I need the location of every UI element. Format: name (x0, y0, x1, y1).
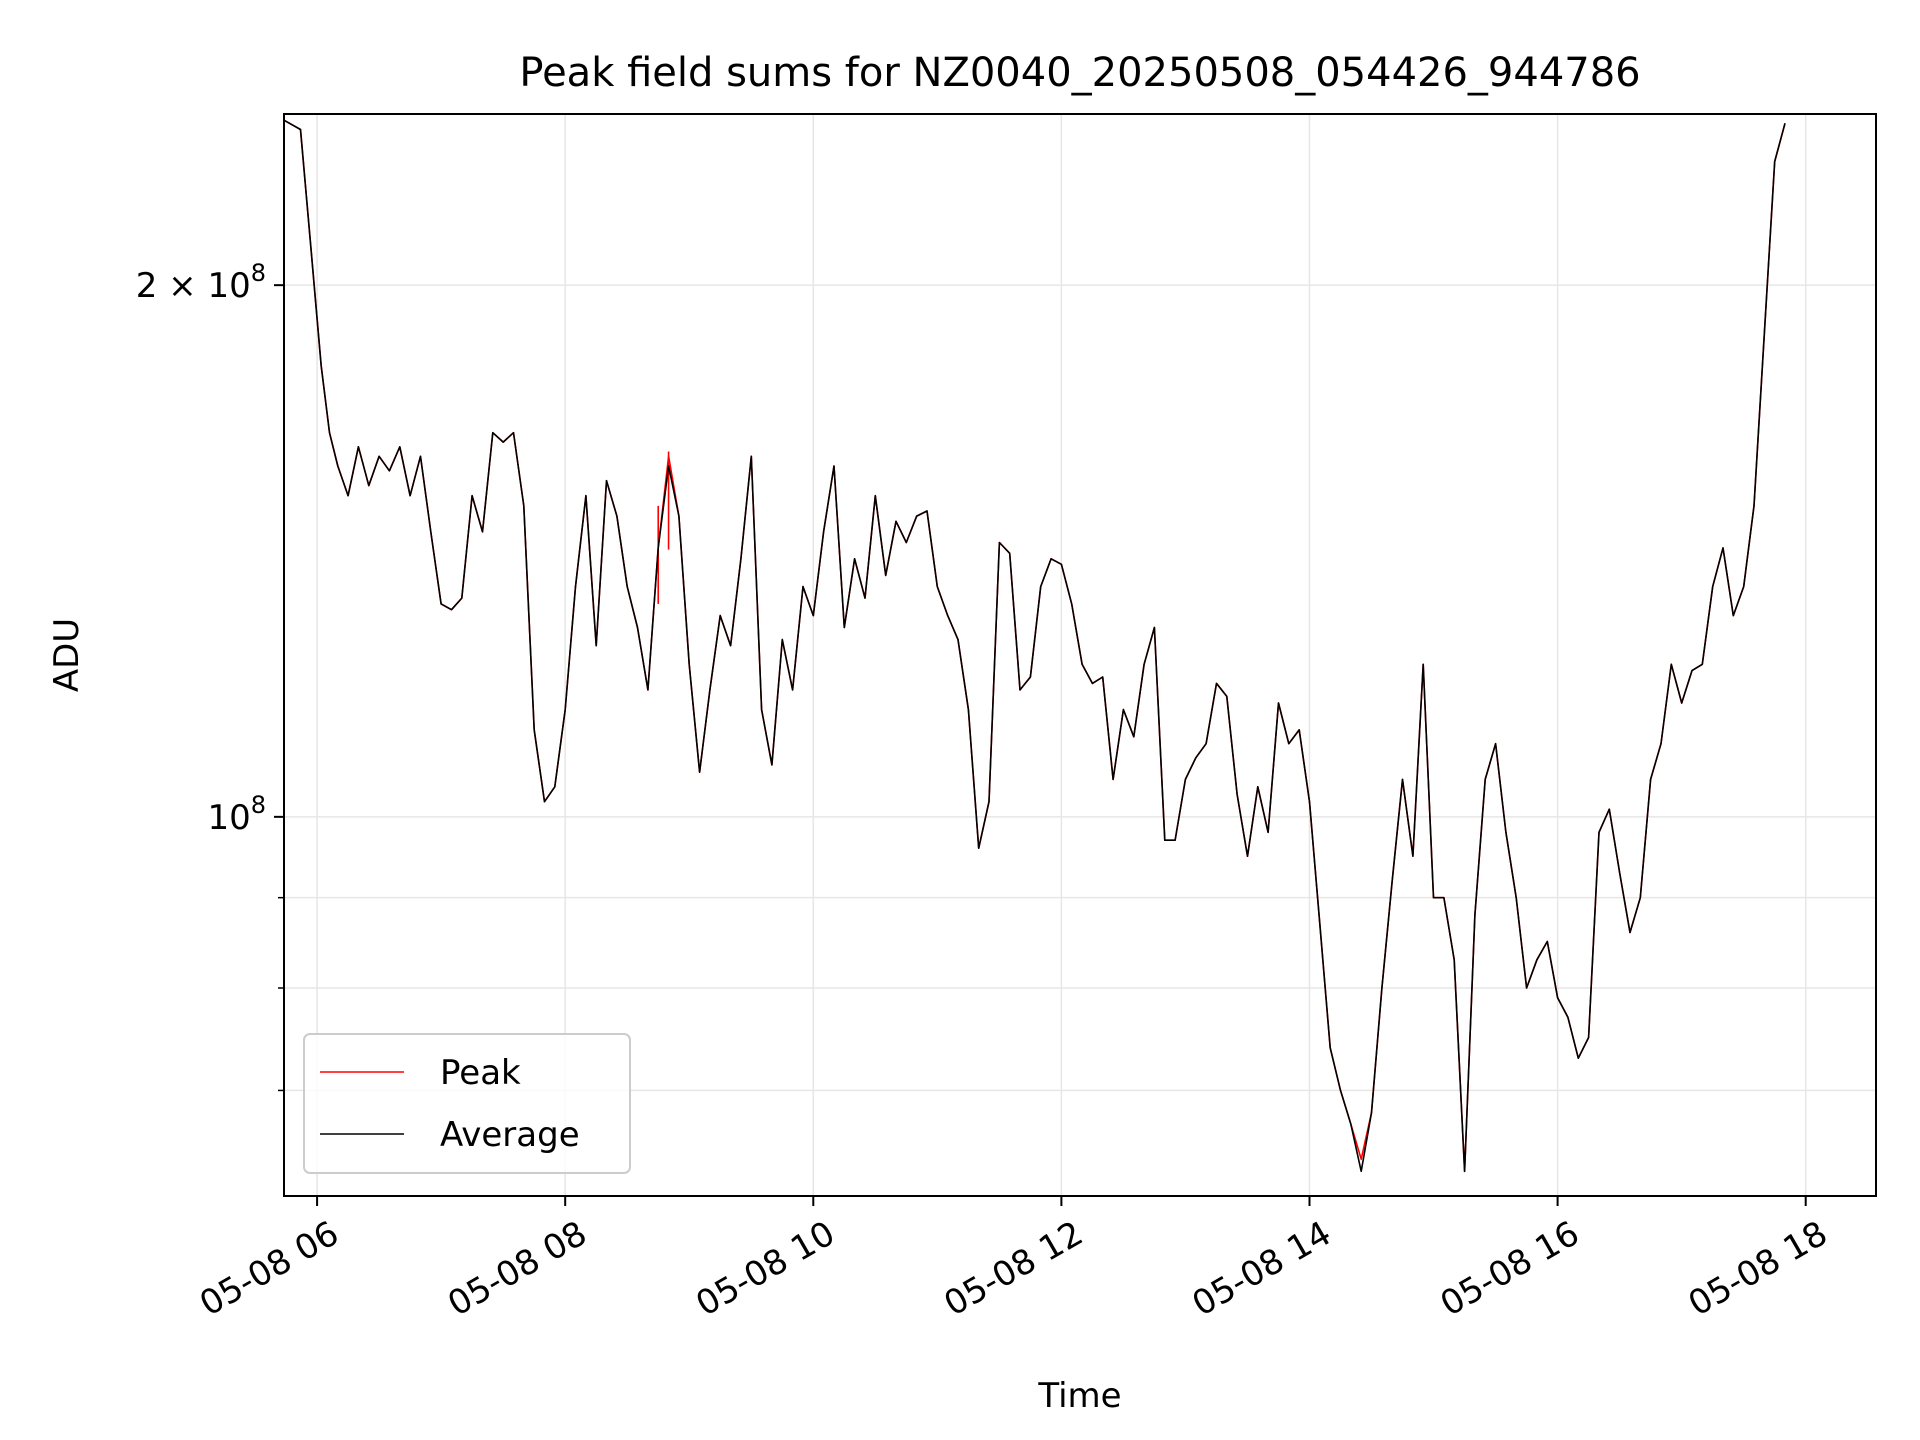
plot-series (284, 119, 1786, 1173)
y-axis-label: ADU (47, 618, 87, 692)
x-axis-label: Time (1037, 1376, 1121, 1416)
legend-box (303, 1033, 631, 1174)
y-tick-label-exponent: 8 (251, 791, 266, 819)
plot-frame (283, 113, 1877, 1197)
y-tick-label-base: 10 (207, 798, 250, 838)
y-tick-label-base: 2 × 10 (136, 266, 251, 306)
series-line-average (284, 119, 1786, 1173)
chart-title: Peak field sums for NZ0040_20250508_0544… (519, 50, 1640, 96)
grid (284, 114, 1876, 1196)
y-tick-label: 108 (207, 791, 266, 838)
y-tick-label: 2 × 108 (136, 259, 266, 306)
legend: Peak Average (303, 1033, 631, 1174)
y-tick-label-exponent: 8 (251, 259, 266, 287)
legend-label-average: Average (440, 1115, 580, 1155)
legend-label-peak: Peak (440, 1053, 521, 1093)
